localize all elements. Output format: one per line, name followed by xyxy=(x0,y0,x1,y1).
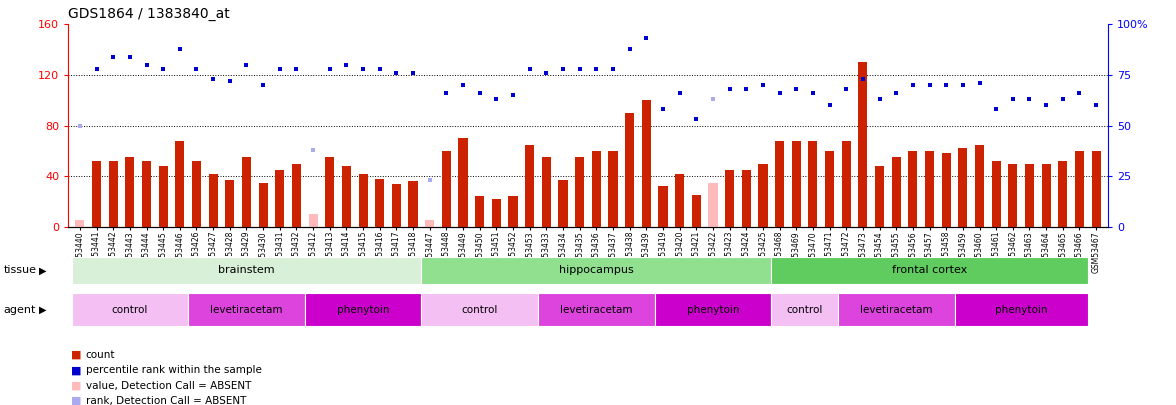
Bar xyxy=(958,148,968,227)
Bar xyxy=(475,196,485,227)
Bar xyxy=(308,214,318,227)
Bar xyxy=(421,293,537,326)
Bar xyxy=(492,199,501,227)
Text: percentile rank within the sample: percentile rank within the sample xyxy=(86,365,262,375)
Bar xyxy=(426,220,434,227)
Bar xyxy=(142,161,151,227)
Bar xyxy=(675,174,684,227)
Bar xyxy=(708,183,717,227)
Text: tissue: tissue xyxy=(4,265,36,275)
Bar xyxy=(175,141,185,227)
Bar xyxy=(608,151,617,227)
Bar xyxy=(342,166,350,227)
Bar xyxy=(642,100,650,227)
Bar xyxy=(375,179,385,227)
Bar xyxy=(408,181,417,227)
Text: control: control xyxy=(787,305,823,315)
Bar xyxy=(72,257,421,284)
Bar xyxy=(891,157,901,227)
Bar xyxy=(942,153,950,227)
Bar xyxy=(691,195,701,227)
Text: levetiracetam: levetiracetam xyxy=(560,305,633,315)
Text: ■: ■ xyxy=(71,350,81,360)
Text: count: count xyxy=(86,350,115,360)
Bar xyxy=(791,141,801,227)
Bar xyxy=(975,145,984,227)
Text: levetiracetam: levetiracetam xyxy=(211,305,282,315)
Text: phenytoin: phenytoin xyxy=(995,305,1048,315)
Bar xyxy=(192,161,201,227)
Bar xyxy=(537,293,655,326)
Bar xyxy=(592,151,601,227)
Bar xyxy=(242,157,250,227)
Bar xyxy=(926,151,934,227)
Bar xyxy=(726,170,734,227)
Bar xyxy=(875,166,884,227)
Bar xyxy=(1008,164,1017,227)
Bar xyxy=(392,184,401,227)
Text: frontal cortex: frontal cortex xyxy=(891,265,967,275)
Bar xyxy=(421,257,771,284)
Bar xyxy=(991,161,1001,227)
Bar xyxy=(275,170,285,227)
Text: phenytoin: phenytoin xyxy=(336,305,389,315)
Bar xyxy=(526,145,534,227)
Bar xyxy=(575,157,584,227)
Bar xyxy=(826,151,834,227)
Text: rank, Detection Call = ABSENT: rank, Detection Call = ABSENT xyxy=(86,396,246,405)
Text: brainstem: brainstem xyxy=(219,265,275,275)
Bar xyxy=(837,293,955,326)
Text: value, Detection Call = ABSENT: value, Detection Call = ABSENT xyxy=(86,381,252,390)
Bar xyxy=(75,220,85,227)
Bar xyxy=(842,141,850,227)
Bar xyxy=(626,113,634,227)
Text: hippocampus: hippocampus xyxy=(559,265,634,275)
Bar xyxy=(508,196,517,227)
Text: GDS1864 / 1383840_at: GDS1864 / 1383840_at xyxy=(68,7,230,21)
Bar xyxy=(1091,151,1101,227)
Text: ■: ■ xyxy=(71,381,81,390)
Bar xyxy=(908,151,917,227)
Bar xyxy=(659,186,668,227)
Text: levetiracetam: levetiracetam xyxy=(860,305,933,315)
Bar xyxy=(326,157,334,227)
Bar xyxy=(292,164,301,227)
Bar xyxy=(1042,164,1050,227)
Text: ▶: ▶ xyxy=(39,305,46,315)
Bar xyxy=(92,161,101,227)
Text: phenytoin: phenytoin xyxy=(687,305,740,315)
Bar xyxy=(259,183,268,227)
Text: agent: agent xyxy=(4,305,36,315)
Bar xyxy=(771,293,837,326)
Bar xyxy=(442,151,450,227)
Bar xyxy=(742,170,750,227)
Bar xyxy=(208,174,218,227)
Bar xyxy=(559,180,568,227)
Bar xyxy=(126,157,134,227)
Text: ■: ■ xyxy=(71,365,81,375)
Bar xyxy=(775,141,784,227)
Bar xyxy=(955,293,1088,326)
Bar xyxy=(108,161,118,227)
Bar xyxy=(759,164,768,227)
Text: control: control xyxy=(112,305,148,315)
Bar xyxy=(1025,164,1034,227)
Bar xyxy=(858,62,868,227)
Bar xyxy=(226,180,234,227)
Bar xyxy=(542,157,550,227)
Bar xyxy=(808,141,817,227)
Text: ■: ■ xyxy=(71,396,81,405)
Bar xyxy=(72,293,188,326)
Bar xyxy=(771,257,1088,284)
Bar xyxy=(655,293,771,326)
Bar xyxy=(159,166,168,227)
Text: ▶: ▶ xyxy=(39,265,46,275)
Bar xyxy=(1058,161,1068,227)
Text: control: control xyxy=(461,305,497,315)
Bar xyxy=(459,138,468,227)
Bar xyxy=(305,293,421,326)
Bar xyxy=(359,174,368,227)
Bar xyxy=(188,293,305,326)
Bar xyxy=(1075,151,1084,227)
